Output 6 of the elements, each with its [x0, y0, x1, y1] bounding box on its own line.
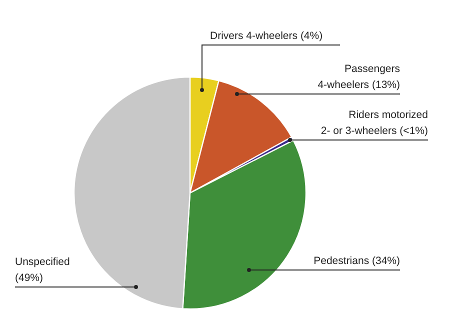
slice-label: Passengers 4-wheelers (13%): [318, 63, 400, 91]
slice-label: Pedestrians (34%): [314, 255, 400, 267]
slice-label: Drivers 4-wheelers (4%): [210, 30, 323, 42]
slice-label: Riders motorized 2- or 3-wheelers (<1%): [320, 109, 428, 137]
data-label: (49%): [15, 272, 44, 284]
slice-label: Unspecified: [15, 256, 70, 268]
